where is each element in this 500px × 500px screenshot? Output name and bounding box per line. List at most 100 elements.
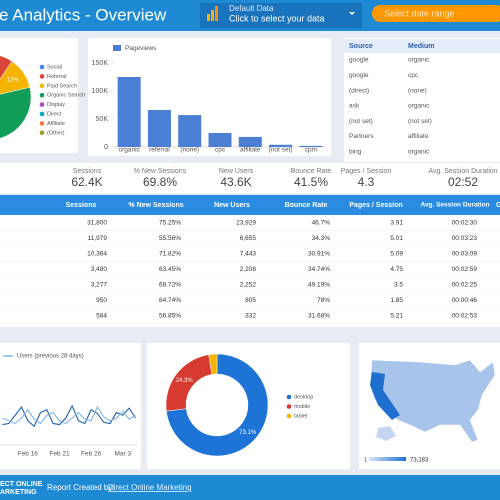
scorecard-label: Bounce Rate	[291, 168, 332, 175]
bar	[269, 144, 293, 147]
map-legend-min: 1	[364, 458, 368, 464]
icon	[211, 10, 214, 21]
y-tick-label: 50K	[96, 116, 109, 123]
icon	[207, 14, 210, 21]
scorecard-label: Avg. Session Duration	[428, 168, 497, 175]
table-header: Medium	[408, 43, 434, 50]
legend-swatch	[113, 45, 121, 51]
table-cell: 56.85%	[159, 313, 181, 320]
panel	[344, 38, 500, 162]
map-legend-max: 73,183	[410, 458, 429, 464]
table-cell: 00:00:46	[452, 297, 478, 304]
icon	[215, 6, 218, 21]
data-control[interactable]	[200, 3, 362, 28]
table-cell: 2,208	[240, 266, 257, 273]
table-cell: 31.68%	[308, 313, 330, 320]
scorecard-value: 62.4K	[71, 175, 102, 189]
line	[2, 405, 136, 425]
data-control-hint: Click to select your data	[229, 13, 325, 23]
table-cell: 6,655	[240, 235, 257, 242]
legend-label: Paid Search	[47, 83, 77, 89]
scorecard-label: % New Sessions	[134, 168, 187, 175]
table-cell: 3,480	[91, 266, 108, 273]
legend-swatch	[286, 394, 292, 400]
table-cell: 49.19%	[308, 282, 330, 289]
bar	[178, 115, 202, 147]
legend-swatch	[39, 64, 45, 70]
table-cell: (not set)	[349, 118, 373, 125]
scorecard-band	[0, 163, 500, 193]
legend-swatch	[39, 74, 45, 79]
legend-label: Display	[47, 102, 65, 108]
x-tick-label: referral	[149, 147, 170, 154]
scorecard-label: Sessions	[73, 168, 102, 175]
map-alaska	[376, 426, 396, 441]
date-button[interactable]	[372, 5, 500, 22]
table-cell: organic	[408, 149, 430, 156]
caret	[349, 12, 355, 15]
scorecard-value: 43.6K	[220, 175, 251, 189]
table-cell: 23,929	[236, 220, 256, 227]
table-cell: 78%	[317, 297, 330, 304]
legend-label: Social	[47, 64, 62, 70]
table-cell: (direct)	[349, 87, 369, 94]
legend-swatch	[39, 92, 45, 98]
x-tick-label: (not set)	[269, 147, 293, 154]
table-cell: 68.72%	[159, 282, 181, 289]
table-cell: Partners	[349, 133, 374, 140]
table-cell: bing	[349, 149, 362, 156]
date-button-label: Select date range	[384, 8, 455, 18]
x-tick-label: cpc	[215, 147, 226, 154]
table-cell: 2,252	[240, 282, 257, 289]
table-cell: 75.25%	[159, 220, 181, 227]
slice	[0, 55, 13, 80]
table-cell: affiliate	[408, 133, 429, 140]
table-cell: 950	[96, 297, 107, 304]
legend-label: (Other)	[47, 130, 65, 136]
scorecard-value: 02:52	[448, 175, 478, 189]
table-cell: 11,979	[88, 235, 108, 242]
slice-label: 73.1%	[239, 430, 257, 436]
legend-label: desktop	[294, 394, 313, 400]
logo-text: ARKETING	[0, 489, 37, 496]
legend-swatch	[39, 121, 45, 126]
slice-label: 24.3%	[176, 378, 194, 384]
table-header: Pages / Session	[349, 202, 402, 209]
scorecard-label: Pages / Session	[341, 168, 392, 175]
slice	[208, 353, 218, 375]
table-header: % New Sessions	[128, 202, 183, 209]
table-header: Avg. Session Duration	[420, 202, 489, 209]
x-tick-label: organic	[118, 147, 140, 154]
table-cell: 3.5	[394, 282, 403, 289]
x-tick-label: Feb 21	[49, 451, 70, 458]
x-tick-label: Mar 3	[114, 451, 131, 458]
table-cell: ask	[349, 103, 360, 110]
panel	[0, 343, 141, 469]
table-cell: 31,800	[87, 220, 107, 227]
bar	[299, 145, 323, 147]
table-header: Source	[349, 43, 373, 50]
table-cell: 3,277	[91, 282, 108, 289]
credit-link[interactable]: Direct Online Marketing	[108, 483, 192, 492]
table-cell: 34.3%	[312, 235, 331, 242]
legend-label: Pageviews	[125, 45, 157, 52]
table-header: New Users	[214, 202, 250, 209]
legend-swatch	[286, 404, 292, 409]
table-cell: google	[349, 57, 369, 64]
table-cell: 00:02:59	[452, 266, 478, 273]
table-cell: 4.75	[390, 266, 403, 273]
scorecard-value: 4.3	[358, 175, 375, 189]
table-cell: organic	[408, 57, 430, 64]
bar	[147, 110, 171, 147]
credit-text: Report Created by:	[47, 483, 115, 492]
bar	[117, 77, 141, 147]
legend-swatch	[39, 102, 45, 107]
legend-label: Affiliate	[47, 121, 65, 127]
data-control-label: Default Data	[229, 4, 274, 13]
y-tick-label: 100K	[92, 88, 109, 95]
scorecard-value: 69.8%	[143, 175, 177, 189]
table-cell: organic	[408, 103, 430, 110]
table-cell: 5.09	[390, 251, 403, 258]
